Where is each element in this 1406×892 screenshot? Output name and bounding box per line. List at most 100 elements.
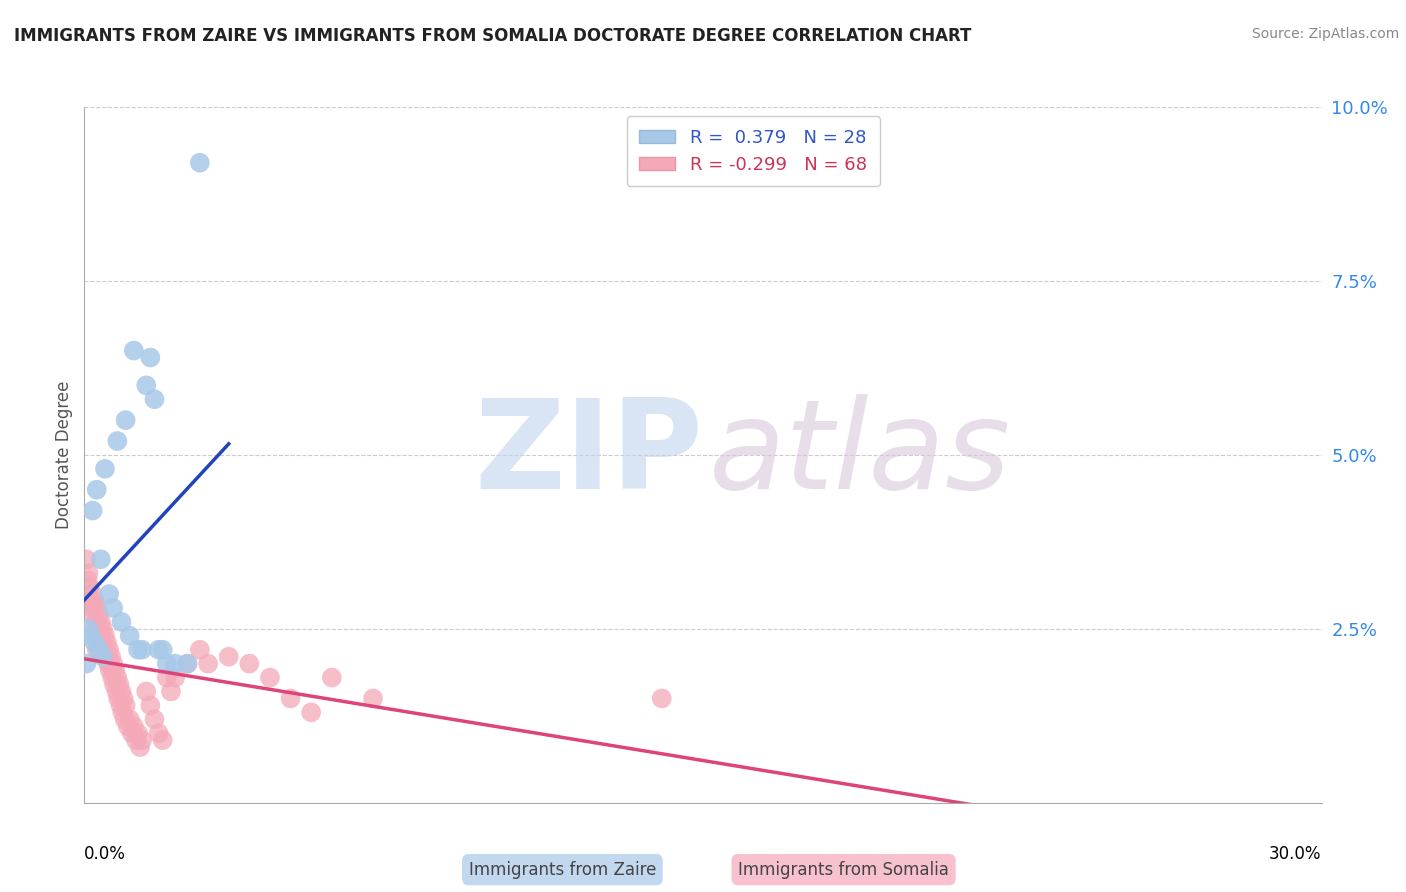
- Point: [122, 343, 145, 358]
- Point: [91, 649, 114, 664]
- Point: [89, 629, 111, 643]
- Point: [86, 483, 108, 497]
- Point: [80, 601, 103, 615]
- Text: Immigrants from Somalia: Immigrants from Somalia: [738, 861, 949, 879]
- Point: [238, 657, 260, 671]
- Point: [98, 587, 121, 601]
- Point: [105, 434, 128, 448]
- Point: [188, 155, 211, 169]
- Point: [79, 580, 101, 594]
- Point: [148, 642, 170, 657]
- Point: [148, 726, 170, 740]
- Point: [75, 657, 97, 671]
- Point: [90, 615, 112, 629]
- Point: [84, 615, 107, 629]
- Point: [94, 629, 117, 643]
- Point: [139, 351, 162, 365]
- Point: [121, 726, 143, 740]
- Point: [143, 712, 166, 726]
- Point: [93, 642, 115, 657]
- Point: [100, 649, 122, 664]
- Point: [77, 566, 100, 581]
- Point: [299, 706, 322, 720]
- Point: [94, 649, 117, 664]
- Point: [87, 607, 110, 622]
- Point: [94, 462, 117, 476]
- Point: [98, 657, 121, 671]
- Point: [87, 642, 110, 657]
- Point: [127, 726, 149, 740]
- Point: [103, 677, 125, 691]
- Point: [105, 671, 128, 685]
- Point: [105, 684, 128, 698]
- Point: [83, 594, 105, 608]
- Legend: R =  0.379   N = 28, R = -0.299   N = 68: R = 0.379 N = 28, R = -0.299 N = 68: [627, 116, 880, 186]
- Point: [77, 622, 100, 636]
- Point: [156, 671, 179, 685]
- Point: [135, 378, 157, 392]
- Text: 0.0%: 0.0%: [84, 845, 127, 863]
- Point: [176, 657, 198, 671]
- Point: [82, 587, 104, 601]
- Text: Immigrants from Zaire: Immigrants from Zaire: [468, 861, 657, 879]
- Point: [82, 607, 104, 622]
- Point: [160, 684, 183, 698]
- Point: [108, 677, 131, 691]
- Point: [91, 622, 114, 636]
- Point: [86, 601, 108, 615]
- Point: [97, 657, 120, 671]
- Text: Source: ZipAtlas.com: Source: ZipAtlas.com: [1251, 27, 1399, 41]
- Point: [122, 719, 145, 733]
- Point: [118, 712, 141, 726]
- Point: [107, 691, 129, 706]
- Point: [131, 642, 153, 657]
- Point: [75, 552, 97, 566]
- Point: [79, 629, 101, 643]
- Point: [152, 642, 174, 657]
- Point: [90, 552, 112, 566]
- Point: [96, 636, 118, 650]
- Text: atlas: atlas: [709, 394, 1011, 516]
- Point: [156, 657, 179, 671]
- Point: [110, 684, 132, 698]
- Point: [98, 642, 121, 657]
- Point: [86, 642, 108, 657]
- Point: [114, 698, 136, 713]
- Point: [114, 712, 136, 726]
- Point: [90, 636, 112, 650]
- Point: [79, 594, 101, 608]
- Point: [143, 392, 166, 407]
- Point: [165, 657, 187, 671]
- Point: [197, 657, 219, 671]
- Text: IMMIGRANTS FROM ZAIRE VS IMMIGRANTS FROM SOMALIA DOCTORATE DEGREE CORRELATION CH: IMMIGRANTS FROM ZAIRE VS IMMIGRANTS FROM…: [14, 27, 972, 45]
- Point: [104, 664, 127, 678]
- Point: [117, 719, 139, 733]
- Point: [98, 664, 121, 678]
- Point: [135, 684, 157, 698]
- Point: [103, 657, 125, 671]
- Point: [280, 691, 302, 706]
- Point: [651, 691, 673, 706]
- Point: [176, 657, 198, 671]
- Point: [110, 698, 132, 713]
- Point: [118, 629, 141, 643]
- Point: [165, 671, 187, 685]
- Point: [114, 413, 136, 427]
- Point: [86, 622, 108, 636]
- Text: ZIP: ZIP: [474, 394, 703, 516]
- Y-axis label: Doctorate Degree: Doctorate Degree: [55, 381, 73, 529]
- Point: [218, 649, 240, 664]
- Point: [361, 691, 384, 706]
- Point: [110, 615, 132, 629]
- Point: [76, 573, 98, 587]
- Point: [82, 503, 104, 517]
- Point: [131, 733, 153, 747]
- Point: [129, 740, 152, 755]
- Text: 30.0%: 30.0%: [1270, 845, 1322, 863]
- Point: [321, 671, 343, 685]
- Point: [103, 601, 125, 615]
- Point: [259, 671, 281, 685]
- Point: [111, 706, 134, 720]
- Point: [83, 636, 105, 650]
- Point: [125, 733, 148, 747]
